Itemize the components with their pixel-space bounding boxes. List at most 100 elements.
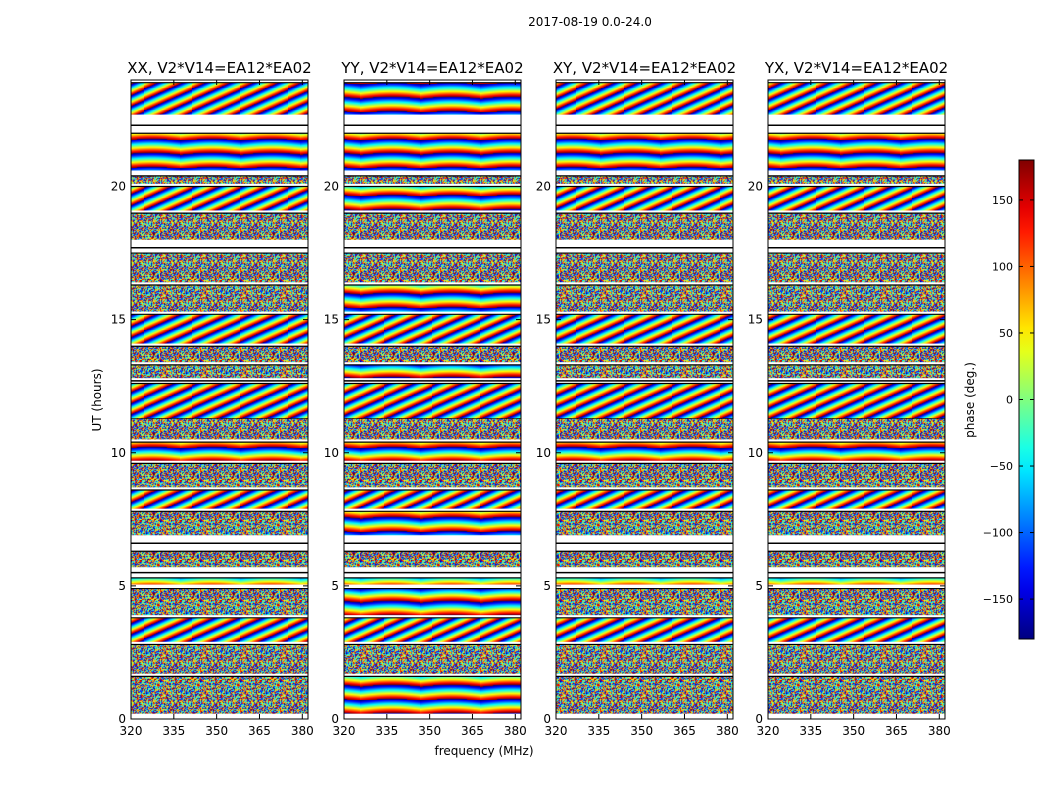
phase-block <box>131 511 308 536</box>
y-tick-label: 15 <box>536 313 551 327</box>
phase-block <box>131 175 308 184</box>
phase-block <box>344 364 521 379</box>
phase-block <box>556 490 733 509</box>
y-tick-label: 20 <box>748 180 763 194</box>
phase-block <box>344 617 521 642</box>
phase-block <box>131 551 308 568</box>
x-tick-label: 320 <box>333 724 356 738</box>
phase-block <box>131 213 308 240</box>
x-tick-label: 320 <box>757 724 780 738</box>
y-tick-label: 5 <box>118 579 126 593</box>
phase-block <box>768 644 945 674</box>
x-tick-label: 335 <box>162 724 185 738</box>
panel-1: XX, V2*V14=EA12*EA02 320 335 350 365 380 0 5 10 1… <box>111 59 314 738</box>
y-tick-label: 20 <box>111 180 126 194</box>
phase-block <box>131 617 308 642</box>
colorbar-tick-label: 150 <box>992 194 1013 207</box>
phase-block <box>556 213 733 240</box>
x-tick-label: 380 <box>928 724 951 738</box>
phase-block <box>344 186 521 211</box>
phase-block <box>344 551 521 568</box>
phase-block <box>131 364 308 379</box>
plot-frame <box>130 79 309 720</box>
y-tick-label: 10 <box>536 446 551 460</box>
phase-block <box>768 588 945 616</box>
phase-block <box>768 676 945 714</box>
plot-frame <box>343 79 522 720</box>
y-tick-label: 10 <box>748 446 763 460</box>
colorbar-tick-label: 50 <box>999 327 1013 340</box>
phase-block <box>768 511 945 536</box>
phase-block <box>131 383 308 419</box>
x-tick-label: 320 <box>545 724 568 738</box>
x-tick-label: 380 <box>504 724 527 738</box>
phase-block <box>556 346 733 363</box>
phase-block <box>768 213 945 240</box>
phase-block <box>556 577 733 585</box>
phase-block <box>131 418 308 440</box>
phase-block <box>556 133 733 171</box>
y-tick-label: 10 <box>111 446 126 460</box>
phase-block <box>556 364 733 379</box>
phase-block <box>768 133 945 171</box>
phase-block <box>344 133 521 171</box>
phase-block <box>768 186 945 211</box>
panel-title: XX, V2*V14=EA12*EA02 <box>127 59 311 77</box>
y-tick-label: 5 <box>755 579 763 593</box>
y-tick-label: 15 <box>111 313 126 327</box>
phase-block <box>344 346 521 363</box>
x-tick-label: 365 <box>461 724 484 738</box>
x-tick-label: 365 <box>248 724 271 738</box>
phase-block <box>344 490 521 509</box>
phase-block <box>768 346 945 363</box>
phase-block <box>344 175 521 184</box>
x-axis-label: frequency (MHz) <box>434 744 533 758</box>
y-tick-label: 20 <box>536 180 551 194</box>
phase-block <box>344 82 521 115</box>
phase-block <box>556 463 733 488</box>
phase-block <box>131 588 308 616</box>
phase-block <box>768 463 945 488</box>
phase-block <box>344 577 521 585</box>
colorbar-tick-label: −50 <box>990 460 1013 473</box>
x-tick-label: 350 <box>630 724 653 738</box>
phase-block <box>556 383 733 419</box>
x-tick-label: 335 <box>587 724 610 738</box>
phase-block <box>344 253 521 283</box>
phase-block <box>768 577 945 585</box>
phase-block <box>344 463 521 488</box>
panel-title: XY, V2*V14=EA12*EA02 <box>553 59 736 77</box>
phase-block <box>768 442 945 461</box>
phase-block <box>344 383 521 419</box>
phase-block <box>131 676 308 714</box>
phase-block <box>131 442 308 461</box>
phase-block <box>768 285 945 312</box>
phase-block <box>768 383 945 419</box>
y-tick-label: 15 <box>324 313 339 327</box>
y-tick-label: 20 <box>324 180 339 194</box>
colorbar-tick-label: −150 <box>983 593 1013 606</box>
phase-block <box>344 644 521 674</box>
y-tick-label: 0 <box>755 712 763 726</box>
phase-block <box>768 364 945 379</box>
phase-block <box>344 676 521 714</box>
y-tick-label: 0 <box>543 712 551 726</box>
phase-block <box>344 285 521 312</box>
panel-title: YX, V2*V14=EA12*EA02 <box>764 59 948 77</box>
x-tick-label: 350 <box>205 724 228 738</box>
panel-2: YY, V2*V14=EA12*EA02 320 335 350 365 380 0 5 10 1… <box>324 59 527 738</box>
figure-title: 2017-08-19 0.0-24.0 <box>528 15 652 29</box>
panel-title: YY, V2*V14=EA12*EA02 <box>340 59 523 77</box>
phase-block <box>556 285 733 312</box>
phase-block <box>768 418 945 440</box>
x-tick-label: 365 <box>885 724 908 738</box>
phase-block <box>344 511 521 536</box>
phase-block <box>131 463 308 488</box>
phase-block <box>131 314 308 344</box>
phase-block <box>556 186 733 211</box>
x-tick-label: 350 <box>418 724 441 738</box>
y-tick-label: 0 <box>331 712 339 726</box>
phase-block <box>131 644 308 674</box>
phase-block <box>556 676 733 714</box>
